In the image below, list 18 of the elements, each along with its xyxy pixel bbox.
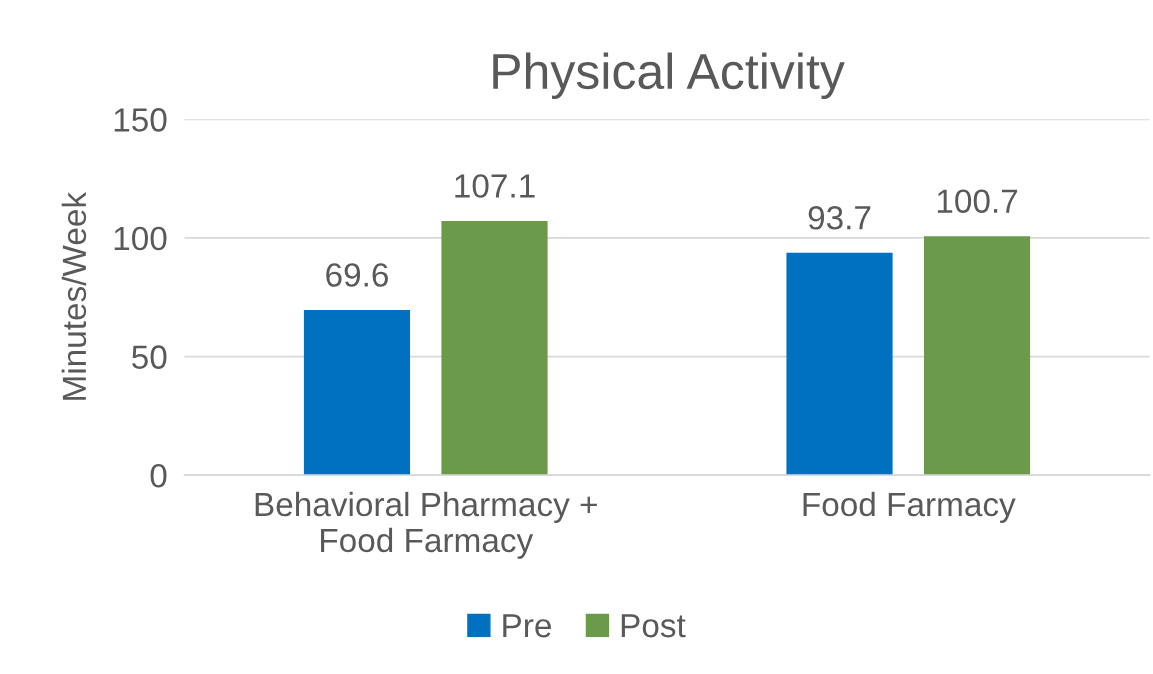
y-tick-label: 0 bbox=[150, 463, 167, 488]
y-tick-label: 50 bbox=[132, 345, 167, 369]
legend-label: Pre bbox=[503, 614, 551, 638]
chart-title: Physical Activity bbox=[493, 52, 845, 100]
x-tick-label: Behavioral Pharmacy + Food Farmacy bbox=[255, 491, 597, 559]
data-label: 107.1 bbox=[455, 174, 535, 198]
data-label: 93.7 bbox=[808, 206, 871, 230]
bar bbox=[303, 310, 411, 476]
bar bbox=[786, 252, 893, 476]
y-axis-title: Minutes/Week bbox=[61, 191, 87, 400]
data-label: 69.6 bbox=[326, 263, 388, 287]
data-label: 100.7 bbox=[937, 189, 1018, 214]
bar bbox=[441, 221, 548, 476]
bar bbox=[923, 236, 1031, 476]
y-tick-label: 150 bbox=[114, 108, 167, 132]
y-tick-label: 100 bbox=[114, 226, 167, 251]
legend-label: Post bbox=[621, 614, 686, 638]
x-tick-label: Food Farmacy bbox=[803, 491, 1016, 523]
